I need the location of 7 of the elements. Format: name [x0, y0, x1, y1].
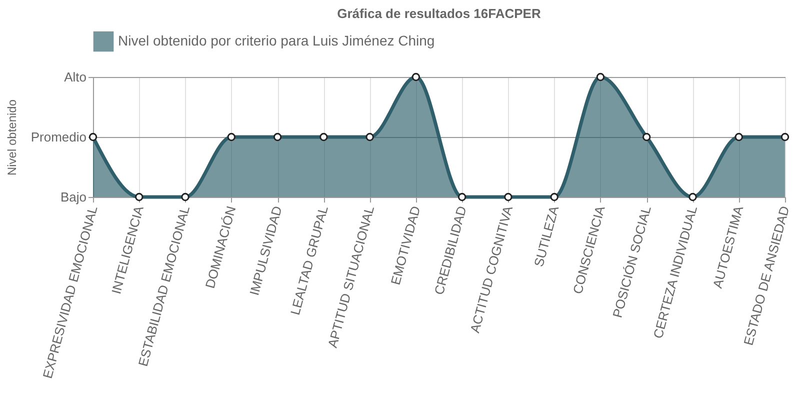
text: Bajo: [60, 190, 86, 204]
legend-label: Nivel obtenido por criterio para Luis Jiménez Ching: [118, 32, 435, 48]
chart-title: Gráfica de resultados 16FACPER: [337, 6, 542, 21]
text: Promedio: [30, 130, 86, 144]
x-tick-label: LEALTAD GRUPAL: [287, 204, 331, 316]
y-axis-title: Nivel obtenido: [4, 99, 19, 176]
text: Alto: [64, 70, 86, 84]
